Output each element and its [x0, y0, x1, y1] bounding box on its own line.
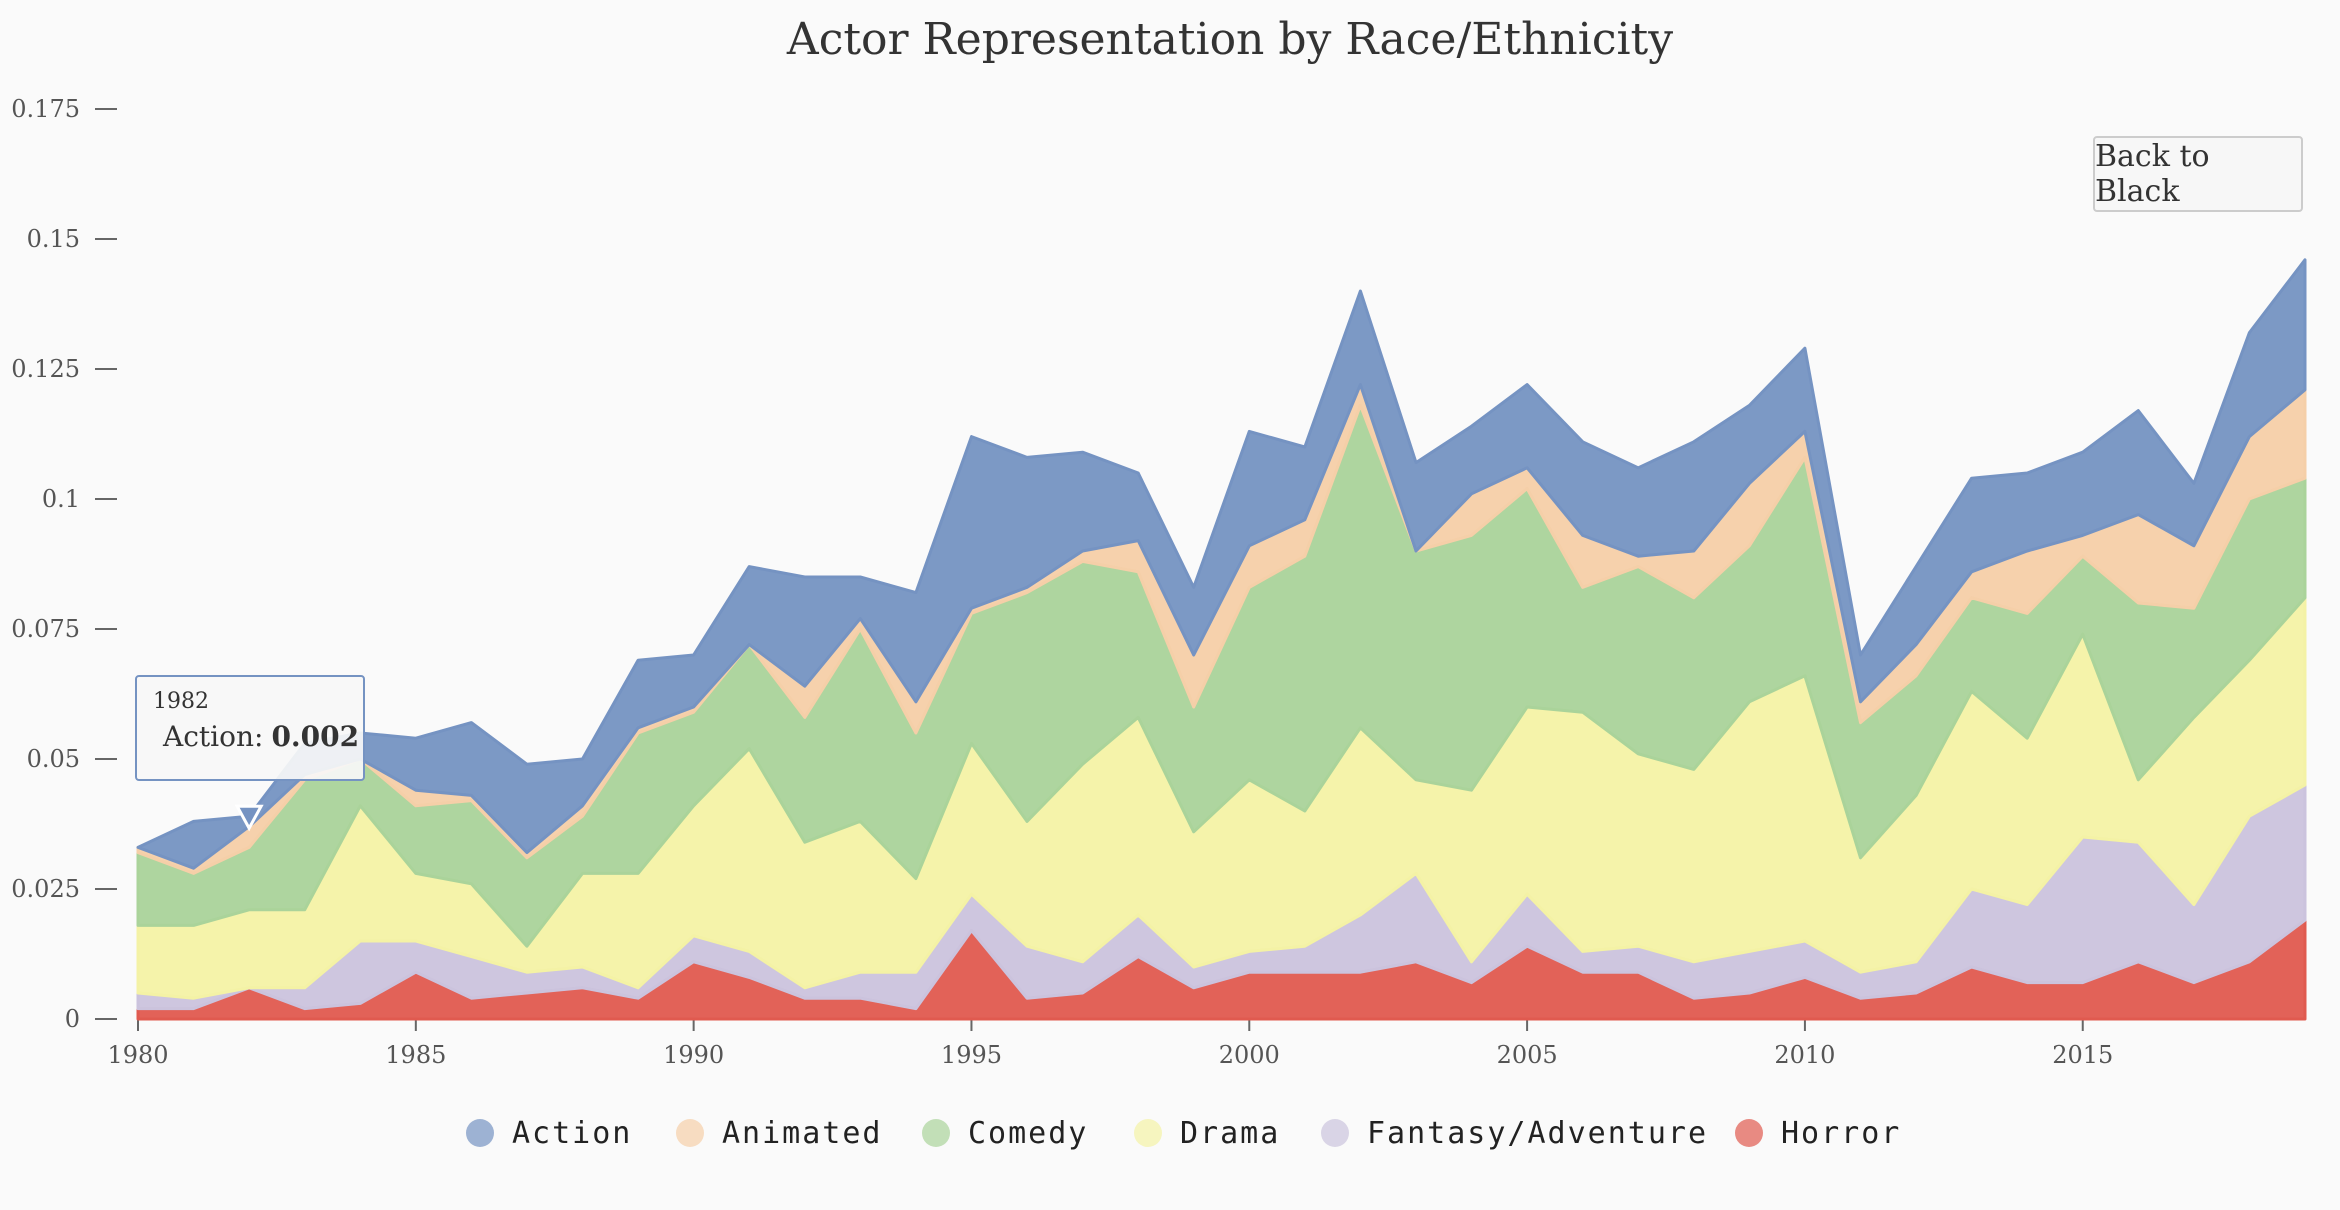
legend-label-horror[interactable]: Horror	[1781, 1116, 1901, 1151]
x-axis: 1980 1985 1990 1995 2000 2005 2010 2015	[107, 1018, 2305, 1069]
chart-title: Actor Representation by Race/Ethnicity	[786, 14, 1673, 65]
x-tick-label: 2005	[1497, 1041, 1558, 1069]
x-tick-label: 2010	[1774, 1041, 1835, 1069]
back-to-black-button[interactable]: Back to Black	[2093, 136, 2303, 212]
y-tick-label: 0	[65, 1005, 80, 1033]
y-tick-label: 0.05	[27, 745, 80, 773]
y-tick-label: 0.125	[11, 355, 80, 383]
x-tick-label: 1990	[663, 1041, 724, 1069]
x-tick-label: 1995	[941, 1041, 1002, 1069]
legend-label-animated[interactable]: Animated	[722, 1116, 883, 1151]
legend-swatch-comedy	[922, 1119, 950, 1147]
tooltip-series-label: Action:	[163, 720, 264, 753]
tooltip: 1982 Action: 0.002	[135, 675, 365, 781]
stacked-areas	[136, 258, 2307, 1021]
legend-label-action[interactable]: Action	[512, 1116, 632, 1151]
legend-swatch-animated	[676, 1119, 704, 1147]
tooltip-year: 1982	[153, 689, 209, 714]
area-action[interactable]	[136, 258, 2307, 870]
y-tick-label: 0.025	[11, 875, 80, 903]
x-tick-label: 2015	[2052, 1041, 2113, 1069]
tooltip-marker	[234, 804, 264, 832]
x-tick-label: 1985	[385, 1041, 446, 1069]
legend-swatch-fantasy-adventure	[1321, 1119, 1349, 1147]
legend-label-drama[interactable]: Drama	[1180, 1116, 1280, 1151]
y-tick-label: 0.15	[27, 225, 80, 253]
legend-label-comedy[interactable]: Comedy	[968, 1116, 1088, 1151]
tooltip-value: 0.002	[271, 720, 360, 753]
x-tick-label: 2000	[1219, 1041, 1280, 1069]
y-axis: 0 0.025 0.05 0.075 0.1 0.125 0.15 0.175	[11, 95, 117, 1033]
y-tick-label: 0.1	[42, 485, 80, 513]
y-tick-label: 0.175	[11, 95, 80, 123]
legend-swatch-drama	[1134, 1119, 1162, 1147]
legend: Action Animated Comedy Drama Fantasy/Adventu…	[466, 1116, 1901, 1151]
legend-swatch-horror	[1735, 1119, 1763, 1147]
legend-label-fantasy-adventure[interactable]: Fantasy/Adventure	[1367, 1116, 1708, 1151]
legend-swatch-action	[466, 1119, 494, 1147]
y-tick-label: 0.075	[11, 615, 80, 643]
tooltip-row: Action: 0.002	[153, 720, 359, 753]
x-tick-label: 1980	[107, 1041, 168, 1069]
tooltip-point-marker	[234, 804, 264, 832]
